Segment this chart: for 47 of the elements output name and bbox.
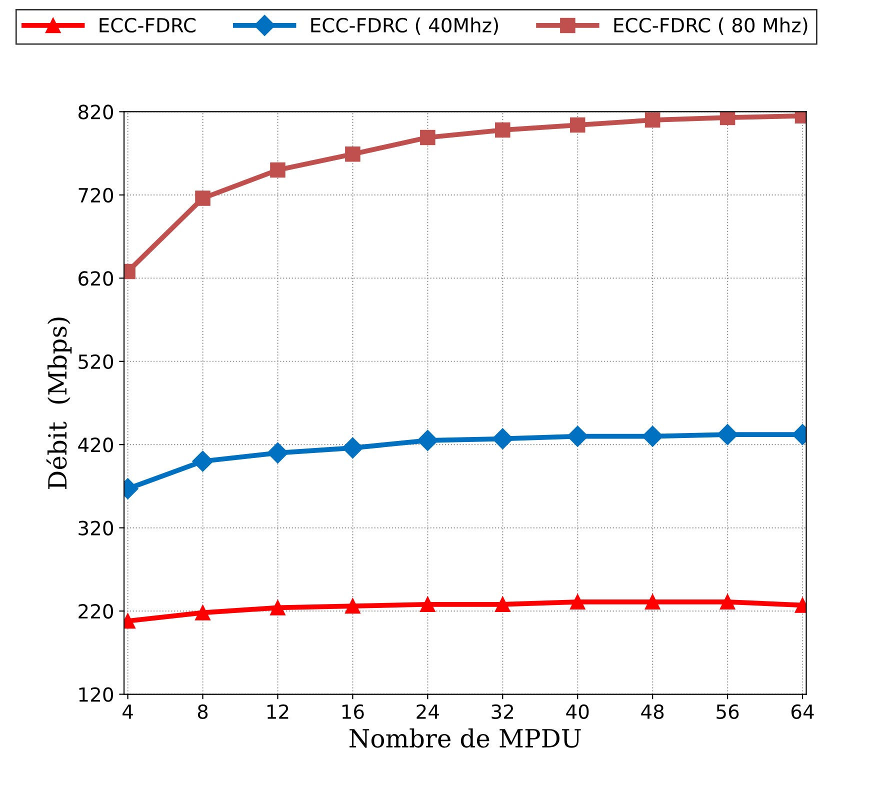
x-tick-label: 40	[566, 704, 589, 720]
x-tick-label: 12	[267, 704, 288, 719]
point	[720, 594, 736, 610]
x-axis-title: Nombre de MPDU	[350, 728, 581, 748]
point	[567, 426, 588, 447]
x-tick-label: 56	[716, 704, 739, 720]
point	[570, 117, 586, 133]
point	[267, 442, 288, 464]
legend-label: ECC-FDRC	[100, 18, 196, 33]
legend-label: ECC-FDRC ( 80 Mhz)	[614, 18, 808, 35]
point	[342, 437, 364, 458]
point	[494, 122, 510, 138]
point	[492, 428, 514, 450]
x-tick-label: 24	[416, 704, 439, 719]
point	[195, 605, 210, 620]
point	[717, 424, 738, 446]
legend-label: ECC-FDRC ( 40Mhz)	[311, 18, 498, 35]
point	[417, 430, 438, 451]
point	[720, 112, 736, 126]
point	[570, 594, 586, 610]
x-tick-label: 8	[198, 704, 208, 720]
y-tick-label: 420	[78, 438, 114, 452]
y-axis-title: Débit (Mbps)	[46, 318, 72, 489]
point	[192, 450, 214, 472]
y-tick-label: 320	[78, 520, 114, 536]
y-tick-label: 820	[78, 104, 114, 120]
y-tick-label: 720	[78, 188, 114, 203]
point	[644, 112, 660, 128]
point	[420, 596, 436, 612]
x-tick-label: 16	[342, 704, 364, 720]
point	[345, 598, 360, 614]
x-tick-label: 32	[492, 704, 514, 720]
y-tick-label: 220	[78, 604, 114, 619]
y-tick-label: 120	[79, 687, 114, 702]
y-tick-label: 620	[78, 271, 114, 286]
point	[420, 130, 436, 146]
point	[270, 162, 286, 178]
y-tick-label: 520	[78, 354, 114, 370]
x-tick-label: 4	[122, 704, 133, 719]
point	[345, 146, 360, 162]
point	[270, 600, 286, 616]
point	[644, 594, 660, 610]
point	[195, 190, 210, 206]
point	[642, 426, 664, 447]
point	[494, 596, 510, 612]
x-tick-label: 64	[792, 704, 814, 720]
x-tick-label: 48	[641, 704, 664, 720]
